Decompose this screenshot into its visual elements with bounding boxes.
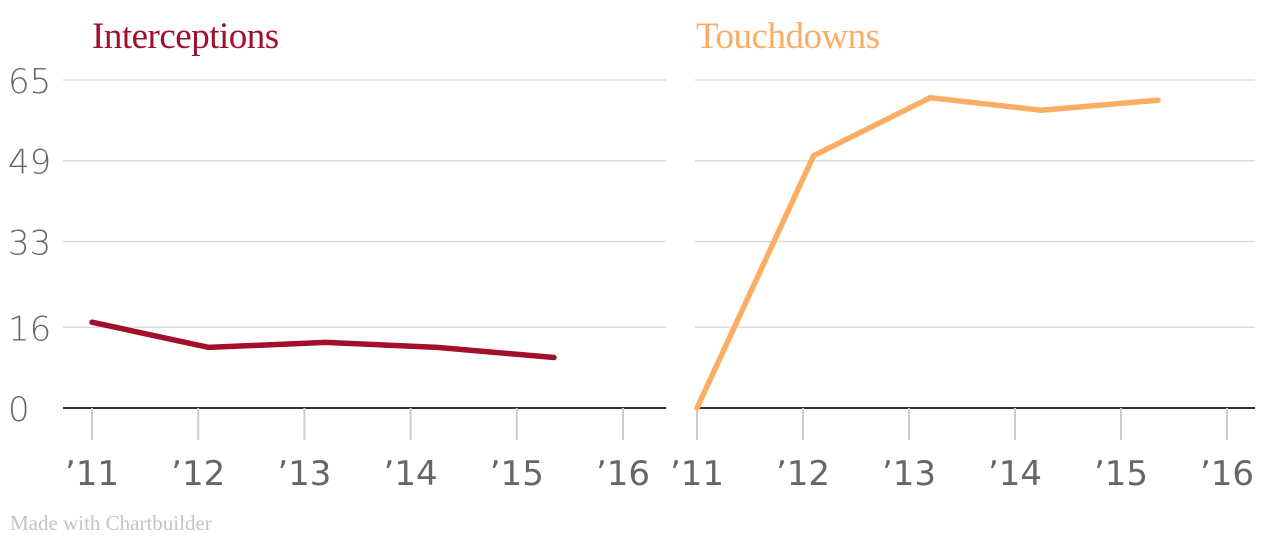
panel-touchdowns: Touchdowns ’11 ’12 ’13 ’14 ’15 ’16 xyxy=(670,16,1255,494)
x-tick-label: ’16 xyxy=(1200,454,1254,494)
x-tick-label: ’14 xyxy=(988,454,1042,494)
x-ticks: ’11 ’12 ’13 ’14 ’15 ’16 xyxy=(670,408,1254,494)
x-tick-label: ’11 xyxy=(65,454,119,494)
grid-lines xyxy=(63,79,666,409)
x-ticks: ’11 ’12 ’13 ’14 ’15 ’16 xyxy=(65,408,650,494)
x-tick-label: ’14 xyxy=(384,454,438,494)
series-line xyxy=(89,319,557,361)
panel-title-touchdowns: Touchdowns xyxy=(696,16,880,57)
y-tick-label: 0 xyxy=(8,390,30,430)
x-tick-label: ’15 xyxy=(490,454,544,494)
series-line xyxy=(694,94,1161,411)
grid-lines xyxy=(695,79,1255,409)
panel-title-interceptions: Interceptions xyxy=(92,16,279,57)
x-tick-label: ’13 xyxy=(277,454,331,494)
y-tick-label: 49 xyxy=(8,143,51,183)
chart-credit: Made with Chartbuilder xyxy=(10,511,212,535)
y-tick-label: 65 xyxy=(8,62,51,102)
y-tick-label: 33 xyxy=(8,223,51,263)
x-tick-label: ’11 xyxy=(670,454,724,494)
series xyxy=(694,94,1161,411)
x-tick-label: ’12 xyxy=(171,454,225,494)
x-tick-label: ’12 xyxy=(776,454,830,494)
x-tick-label: ’13 xyxy=(882,454,936,494)
x-tick-label: ’16 xyxy=(596,454,650,494)
x-tick-label: ’15 xyxy=(1094,454,1148,494)
series xyxy=(89,319,557,361)
y-tick-label: 16 xyxy=(8,309,51,349)
y-ticks: 0 16 33 49 65 xyxy=(8,62,51,430)
